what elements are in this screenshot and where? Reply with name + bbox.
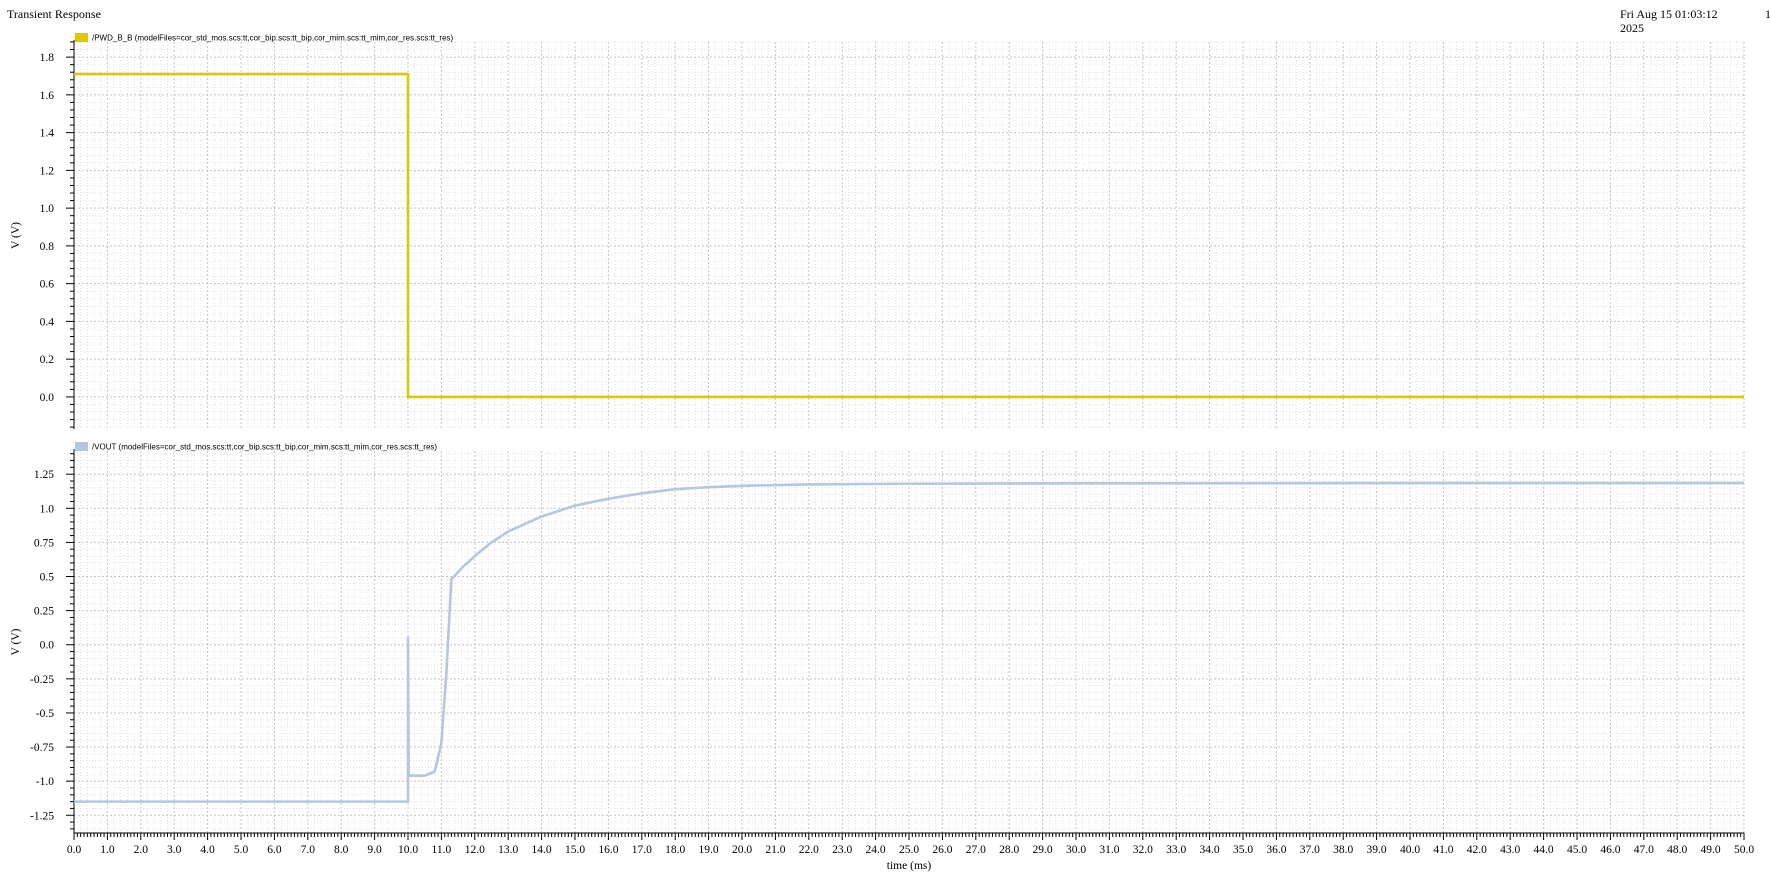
series-traces bbox=[74, 72, 1744, 803]
x-tick-label: 48.0 bbox=[1667, 844, 1687, 856]
x-tick-label: 25.0 bbox=[899, 844, 919, 856]
y-tick-label: 0.25 bbox=[34, 606, 54, 618]
x-tick-label: 39.0 bbox=[1367, 844, 1387, 856]
x-tick-label: 3.0 bbox=[167, 844, 182, 856]
y-tick-label: -0.25 bbox=[30, 674, 54, 686]
x-tick-label: 37.0 bbox=[1300, 844, 1320, 856]
page-number: 1 bbox=[1765, 7, 1770, 21]
x-tick-label: 4.0 bbox=[200, 844, 215, 856]
y-tick-label: 1.0 bbox=[40, 503, 55, 515]
x-tick-label: 30.0 bbox=[1066, 844, 1086, 856]
x-tick-label: 45.0 bbox=[1567, 844, 1587, 856]
x-tick-label: 31.0 bbox=[1099, 844, 1119, 856]
series-line bbox=[74, 72, 1744, 399]
x-tick-label: 49.0 bbox=[1701, 844, 1721, 856]
timestamp-line-2: 2025 bbox=[1620, 21, 1644, 35]
x-tick-label: 26.0 bbox=[932, 844, 952, 856]
x-tick-label: 18.0 bbox=[665, 844, 685, 856]
x-tick-label: 41.0 bbox=[1433, 844, 1453, 856]
y-tick-label: 0.2 bbox=[40, 354, 55, 366]
x-tick-label: 28.0 bbox=[999, 844, 1019, 856]
y-axis-label: V (V) bbox=[10, 222, 22, 249]
x-tick-label: 13.0 bbox=[498, 844, 518, 856]
y-tick-label: 1.0 bbox=[40, 203, 55, 215]
y-tick-label: 0.6 bbox=[40, 279, 55, 291]
y-tick-label: 0.8 bbox=[40, 241, 55, 253]
x-tick-label: 12.0 bbox=[465, 844, 485, 856]
x-tick-label: 17.0 bbox=[632, 844, 652, 856]
y-axis-label: V (V) bbox=[10, 628, 22, 655]
x-tick-label: 38.0 bbox=[1333, 844, 1353, 856]
x-tick-label: 15.0 bbox=[565, 844, 585, 856]
x-tick-label: 34.0 bbox=[1200, 844, 1220, 856]
x-tick-label: 20.0 bbox=[732, 844, 752, 856]
y-tick-label: -1.0 bbox=[36, 776, 54, 788]
x-tick-label: 24.0 bbox=[866, 844, 886, 856]
x-tick-label: 10.0 bbox=[398, 844, 418, 856]
legend-label: /PWD_B_B (modelFiles=cor_std_mos.scs:tt,… bbox=[92, 34, 454, 43]
x-tick-label: 8.0 bbox=[334, 844, 349, 856]
x-tick-label: 2.0 bbox=[134, 844, 149, 856]
timestamp-line-1: Fri Aug 15 01:03:12 bbox=[1620, 7, 1718, 21]
x-axis-label: time (ms) bbox=[887, 860, 932, 872]
legend-label: /VOUT (modelFiles=cor_std_mos.scs:tt,cor… bbox=[92, 443, 437, 452]
y-tick-label: -0.75 bbox=[30, 742, 54, 754]
series-line bbox=[74, 481, 1744, 803]
axes bbox=[66, 40, 1745, 840]
x-tick-label: 22.0 bbox=[799, 844, 819, 856]
y-tick-label: -0.5 bbox=[36, 708, 54, 720]
x-tick-label: 40.0 bbox=[1400, 844, 1420, 856]
grid bbox=[73, 41, 1745, 833]
x-tick-label: 42.0 bbox=[1467, 844, 1487, 856]
x-tick-label: 36.0 bbox=[1266, 844, 1286, 856]
x-tick-label: 1.0 bbox=[100, 844, 115, 856]
y-tick-label: 0.75 bbox=[34, 537, 54, 549]
x-tick-label: 46.0 bbox=[1600, 844, 1620, 856]
legend-swatch bbox=[75, 442, 88, 451]
x-tick-label: 44.0 bbox=[1534, 844, 1554, 856]
x-tick-label: 32.0 bbox=[1133, 844, 1153, 856]
x-tick-label: 50.0 bbox=[1734, 844, 1754, 856]
x-tick-label: 7.0 bbox=[301, 844, 316, 856]
y-tick-label: -1.25 bbox=[30, 810, 54, 822]
y-tick-label: 1.2 bbox=[40, 165, 55, 177]
y-tick-label: 1.25 bbox=[34, 469, 54, 481]
x-tick-label: 47.0 bbox=[1634, 844, 1654, 856]
x-tick-label: 21.0 bbox=[765, 844, 785, 856]
x-tick-label: 16.0 bbox=[598, 844, 618, 856]
legend-swatch bbox=[75, 33, 88, 42]
x-tick-label: 6.0 bbox=[267, 844, 282, 856]
x-tick-label: 27.0 bbox=[966, 844, 986, 856]
y-tick-label: 0.0 bbox=[40, 640, 55, 652]
x-tick-label: 11.0 bbox=[432, 844, 452, 856]
y-tick-label: 0.5 bbox=[40, 572, 55, 584]
legends: /PWD_B_B (modelFiles=cor_std_mos.scs:tt,… bbox=[75, 33, 454, 452]
x-tick-label: 9.0 bbox=[367, 844, 382, 856]
x-tick-label: 19.0 bbox=[699, 844, 719, 856]
x-tick-label: 29.0 bbox=[1033, 844, 1053, 856]
x-tick-label: 33.0 bbox=[1166, 844, 1186, 856]
x-tick-label: 0.0 bbox=[67, 844, 82, 856]
y-tick-label: 1.8 bbox=[40, 52, 55, 64]
timestamp: Fri Aug 15 01:03:12 2025 bbox=[1620, 7, 1718, 35]
y-tick-label: 1.6 bbox=[40, 90, 55, 102]
y-tick-label: 0.0 bbox=[40, 392, 55, 404]
x-tick-label: 35.0 bbox=[1233, 844, 1253, 856]
axis-labels: 0.0 0.2 0.4 0.6 0.8 1.0 1.2 1.4 1.6 1.8 V (V) -1.25… bbox=[10, 52, 1754, 872]
y-tick-label: 0.4 bbox=[40, 316, 55, 328]
x-tick-label: 43.0 bbox=[1500, 844, 1520, 856]
x-tick-label: 23.0 bbox=[832, 844, 852, 856]
x-tick-label: 5.0 bbox=[234, 844, 249, 856]
y-tick-label: 1.4 bbox=[40, 128, 55, 140]
x-tick-label: 14.0 bbox=[532, 844, 552, 856]
chart-title: Transient Response bbox=[7, 7, 101, 21]
